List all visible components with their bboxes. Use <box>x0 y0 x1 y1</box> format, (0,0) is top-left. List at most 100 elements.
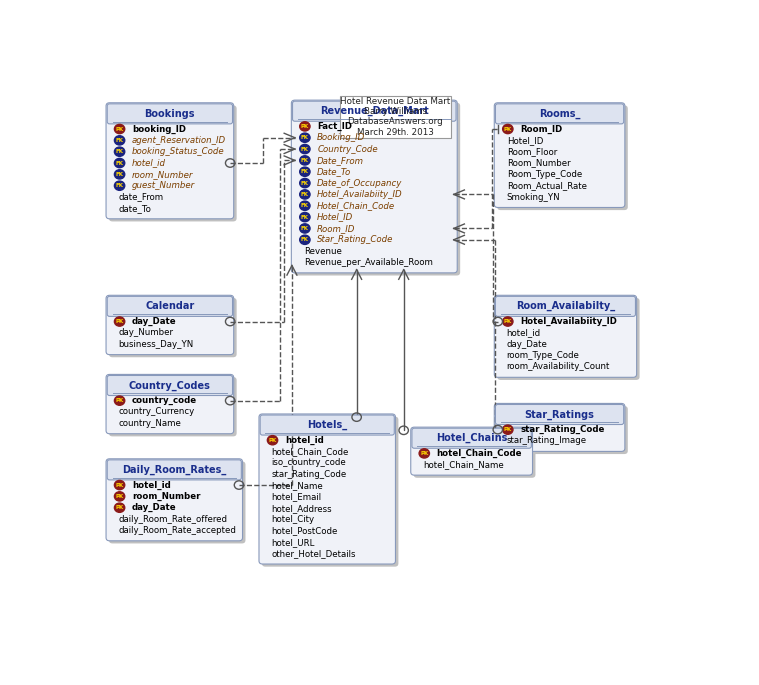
FancyBboxPatch shape <box>107 104 232 124</box>
Text: Room_Type_Code: Room_Type_Code <box>507 170 582 179</box>
FancyBboxPatch shape <box>339 96 451 138</box>
Text: day_Number: day_Number <box>118 328 173 338</box>
Circle shape <box>300 235 310 245</box>
Text: Room_ID: Room_ID <box>317 224 356 233</box>
Text: Hotel_Availabiity_ID: Hotel_Availabiity_ID <box>520 317 617 326</box>
FancyBboxPatch shape <box>494 295 637 377</box>
Text: business_Day_YN: business_Day_YN <box>118 340 194 349</box>
Text: PK: PK <box>115 494 124 499</box>
Text: star_Rating_Code: star_Rating_Code <box>520 425 604 434</box>
Text: Room_Availabilty_: Room_Availabilty_ <box>516 301 615 312</box>
Circle shape <box>115 158 124 168</box>
Text: booking_ID: booking_ID <box>132 125 186 134</box>
FancyBboxPatch shape <box>414 429 535 478</box>
Circle shape <box>115 136 124 145</box>
Text: hotel_Address: hotel_Address <box>272 503 332 513</box>
FancyBboxPatch shape <box>259 414 395 564</box>
FancyBboxPatch shape <box>292 101 456 121</box>
Text: FK: FK <box>301 135 309 140</box>
Text: Bookings: Bookings <box>145 109 195 119</box>
Circle shape <box>115 492 124 501</box>
Circle shape <box>300 133 310 142</box>
Text: Calendar: Calendar <box>145 301 194 312</box>
Text: FK: FK <box>301 214 309 220</box>
FancyBboxPatch shape <box>294 103 460 275</box>
FancyBboxPatch shape <box>497 406 628 454</box>
Text: Country_Codes: Country_Codes <box>129 380 211 390</box>
Text: FK: FK <box>115 160 124 166</box>
Circle shape <box>300 212 310 222</box>
FancyBboxPatch shape <box>411 427 533 475</box>
Text: Fact_ID: Fact_ID <box>317 122 352 131</box>
Circle shape <box>300 178 310 188</box>
FancyBboxPatch shape <box>106 103 234 219</box>
Text: hotel_Chain_Code: hotel_Chain_Code <box>436 449 522 458</box>
Text: Room_Actual_Rate: Room_Actual_Rate <box>507 182 587 190</box>
Text: guest_Number: guest_Number <box>132 182 195 190</box>
Text: room_Availability_Count: room_Availability_Count <box>507 362 610 371</box>
Text: room_Number: room_Number <box>132 170 194 179</box>
Text: Hotels_: Hotels_ <box>307 420 348 430</box>
FancyBboxPatch shape <box>260 415 394 435</box>
Circle shape <box>115 317 124 326</box>
Text: iso_country_code: iso_country_code <box>272 458 346 467</box>
Text: FK: FK <box>301 237 309 242</box>
Text: Hotel_ID: Hotel_ID <box>317 212 354 221</box>
Text: Hotel_Chain_Code: Hotel_Chain_Code <box>317 201 395 210</box>
Text: PK: PK <box>115 506 124 510</box>
Text: PK: PK <box>420 451 428 456</box>
Text: hotel_PostCode: hotel_PostCode <box>272 527 338 536</box>
Text: hotel_id: hotel_id <box>132 158 166 168</box>
Text: day_Date: day_Date <box>132 503 177 512</box>
FancyBboxPatch shape <box>494 403 625 451</box>
FancyBboxPatch shape <box>496 297 635 316</box>
Text: star_Rating_Code: star_Rating_Code <box>272 470 347 479</box>
Text: Revenue_Data_Mart: Revenue_Data_Mart <box>320 106 429 116</box>
FancyBboxPatch shape <box>496 104 624 124</box>
Text: hotel_City: hotel_City <box>272 515 314 524</box>
Text: PK: PK <box>504 319 512 324</box>
Circle shape <box>115 147 124 156</box>
Circle shape <box>300 155 310 165</box>
Text: PK: PK <box>269 438 276 443</box>
Text: Date_of_Occupancy: Date_of_Occupancy <box>317 179 402 188</box>
Text: hotel_Chain_Code: hotel_Chain_Code <box>272 447 348 456</box>
Text: Rooms_: Rooms_ <box>539 109 581 119</box>
Text: FK: FK <box>301 226 309 231</box>
Text: agent_Reservation_ID: agent_Reservation_ID <box>132 136 226 145</box>
Text: hotel_id: hotel_id <box>132 480 171 490</box>
Text: Revenue: Revenue <box>304 247 342 256</box>
FancyBboxPatch shape <box>494 103 625 208</box>
Text: daily_Room_Rate_accepted: daily_Room_Rate_accepted <box>118 526 236 535</box>
Circle shape <box>419 449 430 458</box>
Text: FK: FK <box>115 138 124 143</box>
Text: FK: FK <box>301 181 309 186</box>
Circle shape <box>300 201 310 210</box>
Circle shape <box>502 317 513 326</box>
Circle shape <box>300 145 310 153</box>
Circle shape <box>115 125 124 134</box>
FancyBboxPatch shape <box>262 416 398 566</box>
FancyBboxPatch shape <box>106 375 234 434</box>
Circle shape <box>115 396 124 406</box>
Text: PK: PK <box>115 398 124 403</box>
FancyBboxPatch shape <box>497 298 640 380</box>
Text: room_Number: room_Number <box>132 492 200 501</box>
Circle shape <box>300 167 310 176</box>
Text: Booking_ID: Booking_ID <box>317 133 366 142</box>
Text: Date_To: Date_To <box>317 167 351 176</box>
FancyBboxPatch shape <box>106 459 243 541</box>
FancyBboxPatch shape <box>106 295 234 355</box>
Text: other_Hotel_Details: other_Hotel_Details <box>272 549 356 558</box>
Text: PK: PK <box>115 482 124 488</box>
Text: date_To: date_To <box>118 204 151 213</box>
Text: Date_From: Date_From <box>317 156 364 165</box>
Text: FK: FK <box>301 147 309 151</box>
Circle shape <box>300 122 310 131</box>
Text: Hotel_ID: Hotel_ID <box>507 136 543 145</box>
Text: hotel_URL: hotel_URL <box>272 538 315 547</box>
Text: Room_Number: Room_Number <box>507 158 570 168</box>
Text: FK: FK <box>301 158 309 163</box>
Text: Star_Rating_Code: Star_Rating_Code <box>317 235 394 245</box>
Text: daily_Room_Rate_offered: daily_Room_Rate_offered <box>118 514 228 523</box>
